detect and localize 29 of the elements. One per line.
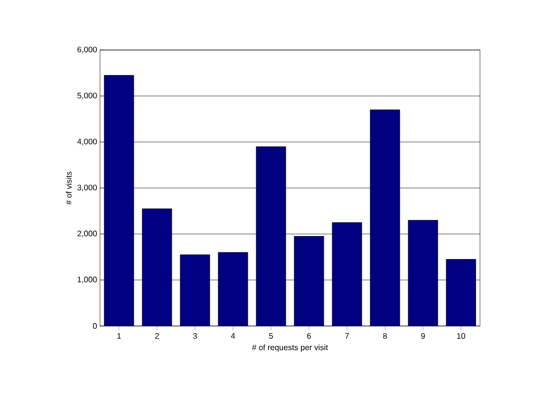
bar — [218, 252, 248, 326]
bar — [256, 146, 286, 326]
x-tick-label: 7 — [345, 333, 349, 339]
x-axis-title: # of requests per visit — [252, 344, 328, 352]
y-tick-label: 2,000 — [78, 230, 97, 238]
y-tick-label: 5,000 — [77, 92, 97, 100]
bar — [104, 75, 134, 326]
x-tick-label: 6 — [307, 333, 311, 339]
x-tick-label: 3 — [193, 333, 197, 339]
y-tick-label: 4,000 — [77, 138, 97, 146]
y-tick-label: 0 — [93, 323, 97, 329]
x-tick-label: 1 — [117, 333, 121, 339]
x-tick-label: 2 — [155, 333, 159, 339]
x-tick-label: 4 — [230, 333, 235, 339]
x-tick-label: 5 — [269, 333, 273, 339]
bar — [180, 254, 210, 326]
bar — [408, 220, 438, 326]
y-axis-title: # of visits — [66, 172, 72, 205]
bar — [142, 208, 172, 326]
x-tick-label: 9 — [421, 333, 425, 339]
y-tick-label: 6,000 — [78, 46, 97, 54]
y-tick-label: 3,000 — [77, 184, 97, 192]
y-tick-label: 1,000 — [78, 276, 97, 284]
bar — [294, 236, 324, 326]
bar — [446, 259, 476, 326]
x-tick-label: 8 — [383, 333, 387, 339]
bar — [370, 110, 400, 326]
bar — [332, 222, 362, 326]
x-tick-label: 10 — [457, 333, 466, 339]
